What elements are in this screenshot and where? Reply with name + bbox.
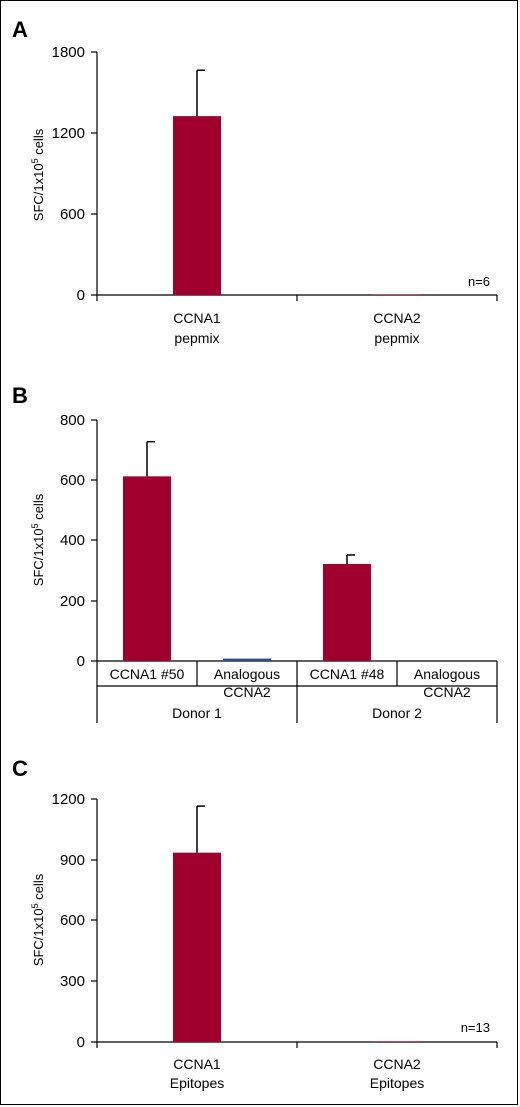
panel-b-x-tick-label: Analogous <box>414 666 480 682</box>
panel-a: A SFC/1x105 cells 0 600 1200 1800 CCNA1 … <box>12 17 498 346</box>
panel-b-error-bar <box>146 440 155 477</box>
panel-a-y-tick-label: 1200 <box>52 125 85 142</box>
panel-c-y-axis-label: SFC/1x105 cells <box>30 873 46 966</box>
panel-a-y-axis-label: SFC/1x105 cells <box>30 128 46 221</box>
panel-b-y-axis: 0 200 400 600 800 <box>60 412 98 670</box>
panel-b-y-axis-label: SFC/1x105 cells <box>30 493 46 586</box>
panel-c-x-tick-label: CCNA1 <box>173 1056 221 1072</box>
panel-a-x-tick-label: CCNA1 <box>173 310 221 326</box>
panel-c-error-bar <box>196 805 205 853</box>
panel-a-sample-size: n=6 <box>468 274 490 289</box>
panel-a-y-tick-label: 1800 <box>52 44 85 61</box>
panel-a-y-axis: 0 600 1200 1800 <box>52 44 98 304</box>
panel-a-bars <box>173 69 421 295</box>
panel-a-letter: A <box>12 17 28 42</box>
panel-a-error-bar <box>196 69 205 117</box>
panel-b-y-tick-label: 600 <box>60 472 85 489</box>
panel-b-group-label: Donor 2 <box>372 705 422 721</box>
panel-c-x-axis <box>96 1041 498 1048</box>
panel-a-x-tick-label: pepmix <box>174 330 219 346</box>
panel-b-x-tick-label: CCNA2 <box>223 684 271 700</box>
panel-a-x-tick-label: pepmix <box>374 330 419 346</box>
panel-b-y-tick-label: 200 <box>60 593 85 610</box>
panel-c: C SFC/1x105 cells 0 300 600 900 1200 CCN… <box>12 756 498 1091</box>
panel-a-y-tick-label: 600 <box>60 206 85 223</box>
panel-c-y-tick-label: 1200 <box>52 791 85 808</box>
panel-c-y-axis: 0 300 600 900 1200 <box>52 791 98 1051</box>
panel-b-x-tick-label: CCNA1 #50 <box>110 666 185 682</box>
panel-b-y-tick-label: 800 <box>60 412 85 429</box>
panel-c-x-tick-label: CCNA2 <box>373 1056 421 1072</box>
panel-c-y-tick-label: 300 <box>60 973 85 990</box>
panel-b-bars <box>123 440 371 661</box>
panel-b-error-bar <box>346 554 355 564</box>
panel-b-bar <box>223 658 271 661</box>
panel-b-group-label: Donor 1 <box>172 705 222 721</box>
panel-c-bars <box>173 805 421 1042</box>
panel-b-x-tick-label: Analogous <box>214 666 280 682</box>
panel-c-x-tick-label: Epitopes <box>170 1075 224 1091</box>
panel-b-x-tick-label: CCNA1 #48 <box>310 666 385 682</box>
panel-b-letter: B <box>12 383 28 408</box>
panel-a-x-axis <box>96 294 498 301</box>
panel-b: B SFC/1x105 cells 0 200 400 600 800 CCNA… <box>12 383 498 723</box>
panel-b-y-tick-label: 400 <box>60 532 85 549</box>
panel-b-bar <box>123 476 171 661</box>
panel-c-x-tick-label: Epitopes <box>370 1075 424 1091</box>
panel-b-x-tick-label: CCNA2 <box>423 684 471 700</box>
panel-b-x-axis <box>96 660 498 723</box>
panel-b-bar <box>323 563 371 661</box>
panel-c-bar <box>173 852 221 1042</box>
panel-c-y-tick-label: 600 <box>60 912 85 929</box>
panel-b-y-tick-label: 0 <box>77 653 85 670</box>
panel-a-y-tick-label: 0 <box>77 287 85 304</box>
panel-c-bar <box>373 1041 421 1042</box>
panel-c-letter: C <box>12 756 28 781</box>
panel-c-y-tick-label: 900 <box>60 852 85 869</box>
panel-a-x-tick-label: CCNA2 <box>373 310 421 326</box>
panel-a-bar <box>173 116 221 295</box>
panel-c-sample-size: n=13 <box>461 1020 490 1035</box>
panel-c-y-tick-label: 0 <box>77 1034 85 1051</box>
